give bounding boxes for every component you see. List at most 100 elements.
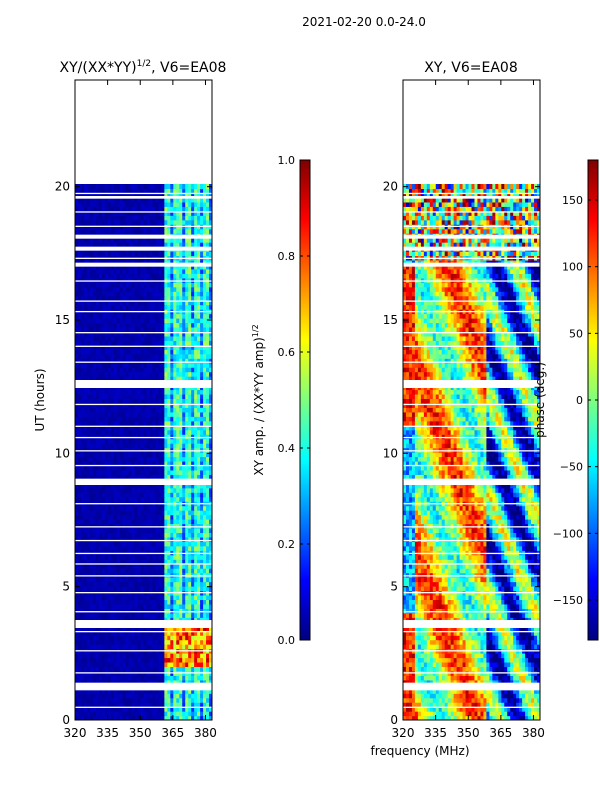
heatmap-cell [206, 456, 210, 462]
heatmap-cell [116, 661, 121, 667]
heatmap-cell [86, 389, 91, 395]
heatmap-cell [107, 295, 112, 301]
heatmap-cell [146, 487, 151, 493]
heatmap-cell [200, 519, 204, 525]
heatmap-cell [131, 393, 136, 399]
heatmap-cell [152, 661, 157, 667]
heatmap-cell [146, 438, 151, 444]
heatmap-cell [89, 693, 94, 699]
heatmap-cell [77, 492, 82, 498]
heatmap-cell [104, 443, 109, 449]
heatmap-cell [149, 559, 154, 565]
heatmap-cell [110, 487, 115, 493]
heatmap-cell [194, 452, 198, 458]
heatmap-cell [164, 657, 168, 663]
heatmap-cell [209, 617, 212, 623]
heatmap-cell [119, 586, 124, 592]
heatmap-cell [143, 572, 148, 578]
heatmap-cell [125, 483, 130, 489]
heatmap-cell [164, 711, 168, 717]
heatmap-cell [194, 559, 198, 565]
heatmap-cell [167, 487, 171, 493]
heatmap-cell [131, 407, 136, 413]
heatmap-cell [110, 322, 115, 328]
heatmap-cell [125, 554, 130, 560]
heatmap-cell [95, 541, 100, 547]
heatmap-cell [167, 644, 171, 650]
heatmap-cell [125, 519, 130, 525]
heatmap-cell [155, 344, 159, 350]
heatmap-cell [107, 487, 112, 493]
heatmap-cell [197, 563, 201, 569]
heatmap-cell [107, 344, 112, 350]
heatmap-cell [194, 371, 198, 377]
heatmap-cell [101, 630, 106, 636]
heatmap-cell [134, 568, 139, 574]
heatmap-cell [83, 545, 88, 551]
heatmap-cell [128, 407, 133, 413]
heatmap-cell [92, 344, 97, 350]
heatmap-cell [209, 291, 212, 297]
heatmap-cell [134, 295, 139, 301]
heatmap-cell [89, 568, 94, 574]
heatmap-cell [185, 411, 189, 417]
heatmap-cell [122, 519, 127, 525]
heatmap-cell [80, 599, 85, 605]
heatmap-cell [128, 505, 133, 511]
heatmap-cell [203, 657, 207, 663]
heatmap-cell [119, 527, 124, 533]
heatmap-cell [179, 487, 183, 493]
heatmap-cell [86, 340, 91, 346]
heatmap-cell [131, 599, 136, 605]
heatmap-cell [98, 353, 103, 359]
heatmap-cell [131, 420, 136, 426]
heatmap-cell [137, 393, 142, 399]
heatmap-cell [179, 429, 183, 435]
heatmap-cell [137, 259, 142, 265]
heatmap-cell [128, 599, 133, 605]
heatmap-cell [125, 572, 130, 578]
heatmap-cell [86, 599, 91, 605]
heatmap-cell [146, 612, 151, 618]
heatmap-cell [203, 693, 207, 699]
heatmap-cell [209, 559, 212, 565]
heatmap-cell [206, 273, 210, 279]
heatmap-cell [197, 340, 201, 346]
heatmap-cell [116, 568, 121, 574]
heatmap-cell [158, 340, 162, 346]
heatmap-cell [137, 563, 142, 569]
heatmap-cell [101, 639, 106, 645]
heatmap-cell [110, 353, 115, 359]
heatmap-cell [128, 264, 133, 270]
heatmap-cell [143, 554, 148, 560]
heatmap-cell [113, 460, 118, 466]
heatmap-cell [182, 237, 186, 243]
heatmap-cell [122, 358, 127, 364]
heatmap-cell [95, 581, 100, 587]
heatmap-cell [206, 536, 210, 542]
heatmap-cell [182, 429, 186, 435]
heatmap-cell [119, 505, 124, 511]
heatmap-cell [188, 653, 192, 659]
heatmap-cell [191, 492, 195, 498]
heatmap-cell [119, 469, 124, 475]
heatmap-cell [191, 407, 195, 413]
heatmap-cell [131, 635, 136, 641]
heatmap-cell [173, 353, 177, 359]
heatmap-cell [113, 304, 118, 310]
heatmap-cell [107, 635, 112, 641]
heatmap-cell [98, 563, 103, 569]
heatmap-cell [125, 300, 130, 306]
heatmap-cell [179, 612, 183, 618]
heatmap-cell [137, 264, 142, 270]
heatmap-cell [134, 644, 139, 650]
heatmap-cell [161, 715, 165, 720]
heatmap-cell [89, 715, 94, 720]
heatmap-cell [107, 594, 112, 600]
heatmap-cell [134, 541, 139, 547]
heatmap-cell [140, 586, 145, 592]
heatmap-cell [206, 318, 210, 324]
heatmap-cell [131, 295, 136, 301]
heatmap-cell [125, 335, 130, 341]
heatmap-cell [173, 626, 177, 632]
